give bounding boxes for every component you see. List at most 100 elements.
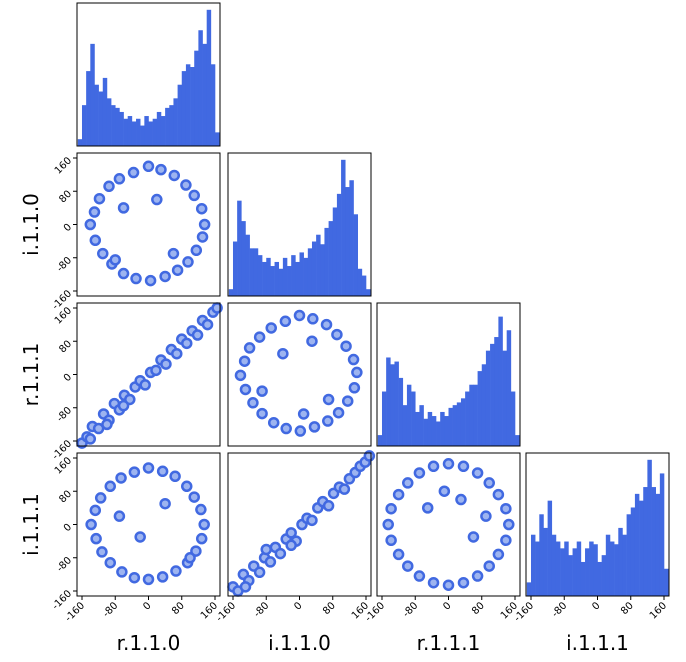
hist-bar [228,289,234,296]
scatter-point [363,450,376,462]
scatter-point [421,502,434,514]
scatter-point [256,385,268,397]
x-tick-label: 0 [590,600,602,612]
hist-bar [336,193,342,296]
hist-bar [469,384,474,446]
hist-bar [555,541,561,596]
scatter-point [297,408,310,420]
hist-bar [287,266,292,296]
scatter-point [253,331,266,343]
hist-bar [394,361,399,446]
hist-bar [647,459,652,596]
x-tick-label: -80 [252,600,271,619]
scatter-point [256,407,268,420]
scatter-point [169,470,181,483]
hist-bar [564,541,569,596]
scatter-point [331,328,343,341]
scatter-point [247,397,259,409]
scatter-point [180,480,193,493]
x-tick-label: 0 [141,600,153,612]
x-tick-label: -160 [214,600,238,624]
scatter-point [127,166,140,179]
hist-bar [257,255,263,296]
scatter-point [279,315,292,328]
x-tick-label: 80 [619,600,636,617]
hist-bar [585,548,590,596]
scatter-point [156,571,169,583]
scatter-point [307,313,319,325]
scatter-point [413,467,426,479]
scatter-point [195,503,207,516]
scatter-point [503,518,515,531]
scatter-point [322,393,335,406]
scatter-point [104,556,117,569]
hist-bar [202,43,207,146]
x-tick-label: -80 [101,600,120,619]
hist-bar [643,487,648,596]
hist-bar [481,364,487,446]
hist-bar [515,435,520,446]
y-tick-label: 160 [53,155,74,176]
scatter-point [128,466,141,478]
x-tick-label: -80 [550,600,569,619]
scatter-point [457,460,470,473]
hist-bar [609,541,615,596]
hist-bar [185,64,191,146]
hist-bar [530,534,536,596]
hist-bar [572,548,578,596]
hist-bar [152,118,158,146]
hist-bar [299,252,304,296]
y-tick-label: -80 [55,555,74,574]
scatter-point [159,270,171,283]
scatter-point [274,547,287,560]
scatter-point [88,206,101,218]
scatter-point [134,531,146,543]
hist-bar [593,544,598,596]
scatter-point [264,556,277,568]
panel-frame [76,152,221,297]
hist-bar [206,9,212,146]
hist-bar [651,487,656,596]
scatter-point [340,340,352,352]
hist-bar [402,405,408,446]
scatter-point [155,163,167,176]
scatter-point [277,347,289,360]
hist-bar [86,71,91,146]
hist-bar [127,116,133,146]
x-tick-label: -160 [63,600,87,624]
scatter-point [167,247,180,260]
scatter-point [101,418,113,431]
hist-bar [415,411,420,446]
hist-bar [502,350,507,446]
scatter-point [195,202,208,215]
hist-bar [547,500,553,596]
scatter-point [201,318,214,331]
hist-bar [307,248,313,296]
scatter-point [322,500,335,512]
hist-bar [295,261,300,296]
scatter-point [196,231,209,243]
scatter-point [239,383,252,396]
hist-bar [535,541,540,596]
scatter-point [492,548,505,561]
scatter-point [280,422,292,435]
scatter-point [188,189,200,202]
hist-bar [160,116,166,146]
panel [227,302,372,447]
scatter-point [483,560,495,572]
hist-bar [366,289,371,296]
hist-bar [94,84,99,146]
hist-bar [440,411,445,446]
hist-bar [136,118,141,146]
y-tick-label: 80 [57,489,74,506]
scatter-point [142,462,155,474]
scatter-point [457,576,470,589]
hist-bar [210,64,216,146]
hist-bar [232,241,238,296]
hist-bar [345,187,350,296]
scatter-point [113,510,126,522]
x-tick-label: 0 [292,600,304,612]
hist-bar [465,391,470,446]
